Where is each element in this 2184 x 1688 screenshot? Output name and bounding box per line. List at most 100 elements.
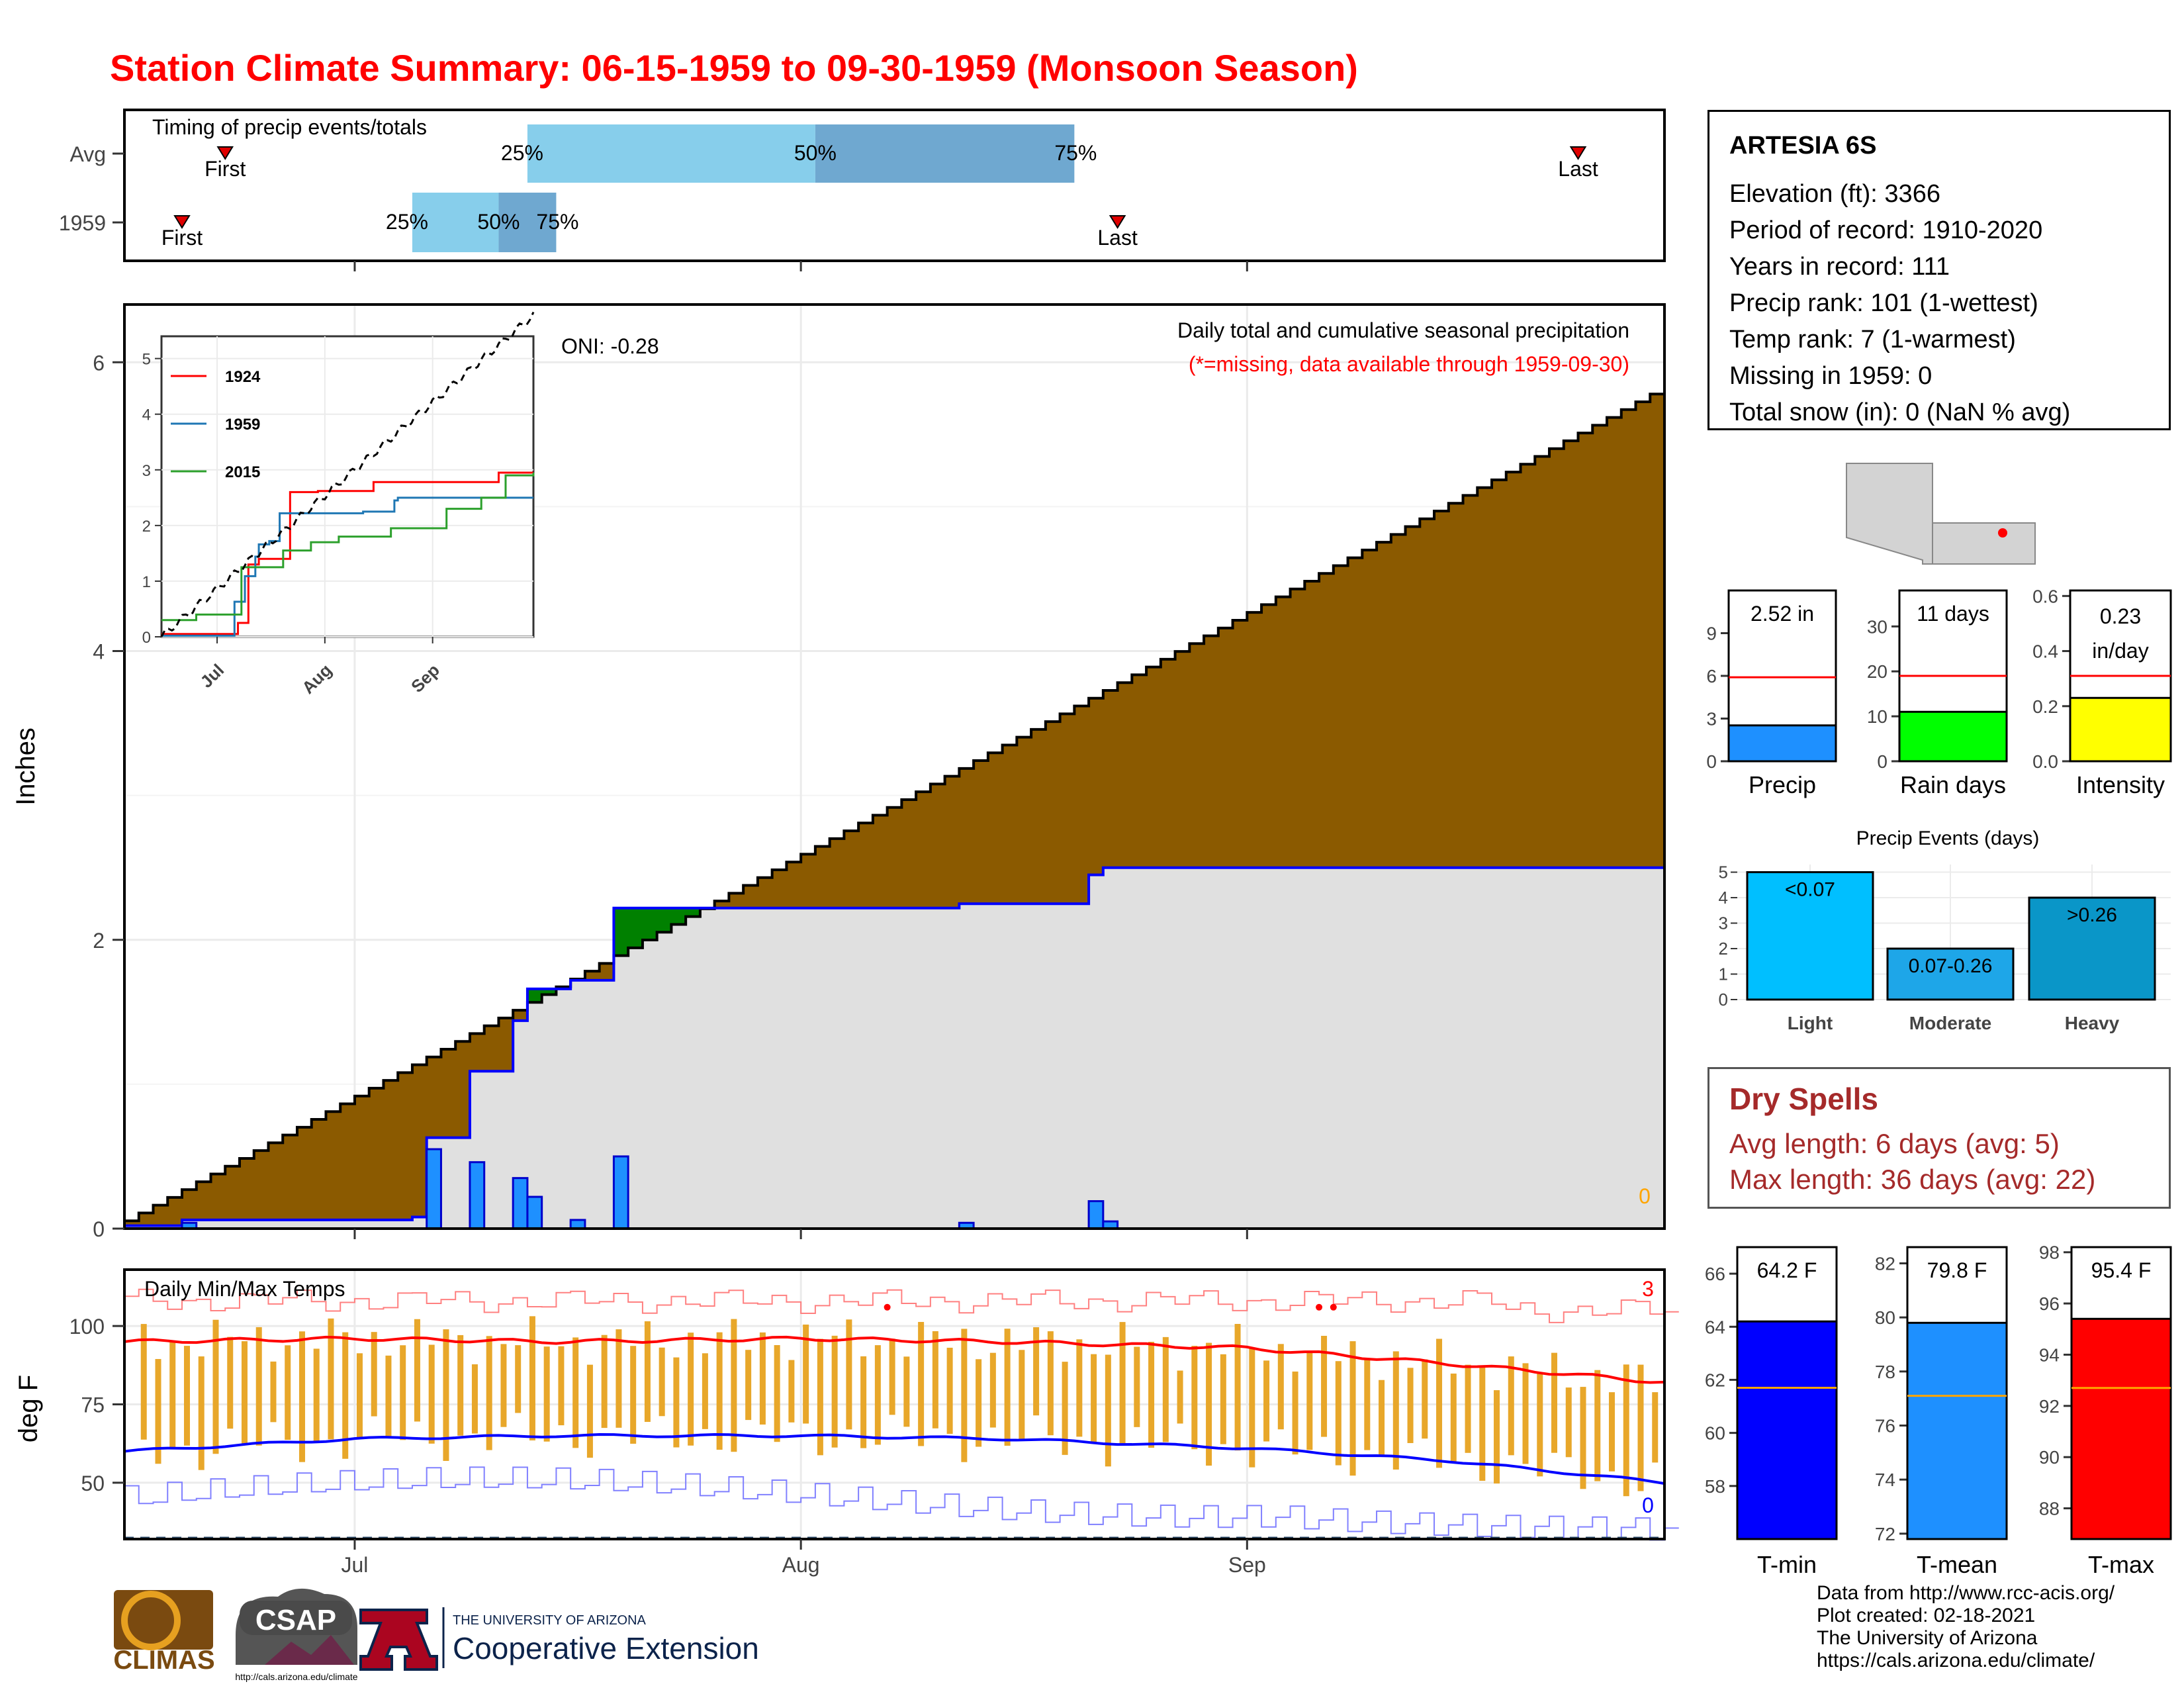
daily-temp-bar xyxy=(1220,1354,1226,1444)
credit-line: Plot created: 02-18-2021 xyxy=(1817,1605,2036,1626)
tmin-category: T-min xyxy=(1757,1551,1817,1578)
daily-temp-bar xyxy=(644,1321,651,1423)
daily-temp-bar xyxy=(1594,1370,1601,1481)
oni-label: ONI: -0.28 xyxy=(561,334,659,358)
dry-spells-max: Max length: 36 days (avg: 22) xyxy=(1729,1164,2096,1195)
timing-first-label: First xyxy=(205,157,246,181)
tmax-value: 95.4 F xyxy=(2091,1258,2152,1282)
timing-bar-q50-q75 xyxy=(498,193,557,252)
precip-title: Daily total and cumulative seasonal prec… xyxy=(1177,318,1629,342)
temps-ytick: 50 xyxy=(81,1472,105,1495)
daily-temp-bar xyxy=(328,1318,334,1440)
rain_days-ytick: 20 xyxy=(1867,661,1888,682)
daily-precip-bar xyxy=(426,1148,442,1230)
events-category: Moderate xyxy=(1909,1013,1991,1033)
tmean-ytick: 80 xyxy=(1875,1307,1895,1328)
tmean-bar xyxy=(1906,1321,2008,1540)
daily-temp-bar xyxy=(443,1329,449,1461)
tmin-ytick: 58 xyxy=(1705,1476,1725,1497)
rain_days-ytick: 30 xyxy=(1867,616,1888,637)
climas-sun-icon xyxy=(121,1591,181,1650)
daily-temp-bar xyxy=(1436,1338,1443,1468)
daily-temp-bar xyxy=(1047,1331,1054,1436)
avg-cumulative-line xyxy=(124,393,1664,1223)
daily-temp-bar xyxy=(1407,1368,1414,1444)
daily-temp-bar xyxy=(586,1364,593,1458)
surplus-area xyxy=(657,908,672,933)
dry-spells-box: Dry Spells Avg length: 6 days (avg: 5) M… xyxy=(1707,1067,2171,1209)
daily-temp-bar xyxy=(313,1348,320,1442)
events-ytick: 1 xyxy=(1719,964,1728,984)
temps-ytick: 100 xyxy=(69,1315,105,1338)
daily-temp-bar xyxy=(731,1319,737,1452)
credit-line: Data from http://www.rcc-acis.org/ xyxy=(1817,1582,2115,1604)
daily-temp-bar xyxy=(212,1319,219,1454)
daily-temp-bar xyxy=(1392,1351,1399,1470)
timing-q75-label: 75% xyxy=(536,210,578,234)
timing-first-label: First xyxy=(161,226,203,250)
daily-temp-bar xyxy=(1292,1371,1298,1455)
timing-q25-label: 25% xyxy=(501,141,543,165)
station-info-box: ARTESIA 6S Elevation (ft): 3366 Period o… xyxy=(1707,110,2171,430)
inset-ytick: 1 xyxy=(142,573,151,591)
inset-ytick: 2 xyxy=(142,518,151,536)
precip-ytick: 4 xyxy=(93,640,105,664)
record-high-marker xyxy=(1330,1303,1337,1311)
daily-temp-bar xyxy=(155,1358,161,1464)
dry-spells-title: Dry Spells xyxy=(1729,1082,1878,1116)
daily-temp-bar xyxy=(572,1337,579,1448)
temps-ytick: 75 xyxy=(81,1393,105,1417)
timing-q25-label: 25% xyxy=(386,210,428,234)
station-temp-rank: Temp rank: 7 (1-warmest) xyxy=(1729,326,2016,353)
daily-temp-bar xyxy=(817,1338,823,1456)
timing-first-marker xyxy=(173,215,191,229)
station-years: Years in record: 111 xyxy=(1729,253,1950,281)
legend-label: 1959 xyxy=(225,416,260,434)
intensity-value: 0.23 xyxy=(2100,604,2141,628)
climas-logo-mark xyxy=(114,1590,213,1650)
rain_days-value: 11 days xyxy=(1917,602,1989,626)
daily-temp-bar xyxy=(1565,1387,1572,1458)
tmax-ytick: 96 xyxy=(2039,1293,2060,1314)
obs-cumulative-area xyxy=(124,867,1664,1229)
daily-temp-bar xyxy=(543,1346,550,1442)
record-high-count: 3 xyxy=(1642,1277,1654,1301)
surplus-area xyxy=(541,988,557,995)
timing-row-label: Avg xyxy=(69,142,106,166)
timing-bar-q50-q75 xyxy=(815,124,1075,183)
daily-temp-bar xyxy=(285,1345,291,1440)
daily-temp-bar xyxy=(788,1360,795,1423)
events-title: Precip Events (days) xyxy=(1856,827,2040,849)
daily-temp-bar xyxy=(831,1335,838,1448)
daily-temp-bar xyxy=(255,1327,262,1446)
rain_days-bar xyxy=(1898,710,2008,763)
precip_total-ytick: 0 xyxy=(1706,751,1717,772)
inset-series-line xyxy=(161,496,533,637)
precip-ytick: 0 xyxy=(93,1217,105,1241)
intensity-bar xyxy=(2069,696,2172,763)
precip-ytick: 2 xyxy=(93,929,105,953)
tmean-ytick: 74 xyxy=(1875,1470,1895,1490)
daily-temp-bar xyxy=(874,1345,881,1445)
tmin-value: 64.2 F xyxy=(1757,1258,1817,1282)
daily-temp-bar xyxy=(428,1344,435,1444)
surplus-area xyxy=(671,908,686,925)
events-bar xyxy=(2028,896,2156,1001)
daily-temp-bar xyxy=(1019,1350,1025,1440)
tmax-ytick: 98 xyxy=(2039,1243,2060,1263)
precip-ytick: 6 xyxy=(93,351,105,375)
intensity-ytick: 0.0 xyxy=(2032,751,2058,772)
inset-ytick: 0 xyxy=(142,629,151,647)
tmean-ytick: 72 xyxy=(1875,1524,1895,1544)
events-ytick: 0 xyxy=(1719,990,1728,1009)
daily-temp-bar xyxy=(1580,1387,1586,1489)
page-title: Station Climate Summary: 06-15-1959 to 0… xyxy=(110,47,1358,89)
intensity-unit: in/day xyxy=(2092,639,2148,663)
precip-ylabel: Inches xyxy=(11,727,40,806)
intensity-category: Intensity xyxy=(2076,771,2165,798)
csap-url: http://cals.arizona.edu/climate xyxy=(235,1671,357,1682)
events-bar-label: 0.07-0.26 xyxy=(1909,955,1993,977)
daily-temp-bar xyxy=(659,1347,665,1417)
